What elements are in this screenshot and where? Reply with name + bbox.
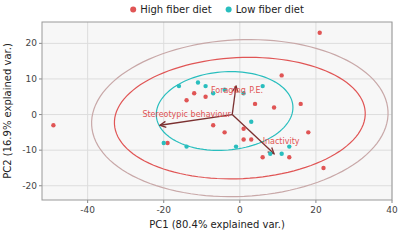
plot-area bbox=[42, 22, 392, 200]
point bbox=[318, 30, 322, 34]
point bbox=[165, 141, 169, 145]
point bbox=[321, 166, 325, 170]
point bbox=[184, 144, 188, 148]
plot-frame bbox=[42, 22, 392, 200]
point bbox=[260, 155, 264, 159]
y-grid-line bbox=[42, 43, 392, 44]
x-axis-label: PC1 (80.4% explained var.) bbox=[149, 219, 285, 230]
x-tick-label: 0 bbox=[237, 205, 243, 215]
y-tick-label: 0 bbox=[31, 110, 37, 120]
y-grid-line bbox=[42, 78, 392, 79]
x-grid-line bbox=[87, 22, 88, 200]
ellipse bbox=[114, 57, 365, 179]
x-grid-line bbox=[239, 22, 240, 200]
annotation: Inactivity bbox=[263, 137, 300, 146]
x-tick-label: -40 bbox=[80, 205, 95, 215]
point bbox=[241, 137, 245, 141]
point bbox=[234, 144, 238, 148]
ellipse bbox=[92, 40, 388, 197]
annotation: Stereotypic behaviour bbox=[142, 110, 231, 119]
point bbox=[192, 91, 196, 95]
loading-arrow bbox=[232, 115, 274, 154]
y-axis-label: PC2 (16.9% explained var.) bbox=[2, 43, 13, 179]
point bbox=[51, 123, 55, 127]
point bbox=[162, 141, 166, 145]
point bbox=[241, 127, 245, 131]
point bbox=[268, 152, 272, 156]
y-tick-label: -20 bbox=[22, 181, 37, 191]
legend-marker bbox=[226, 7, 232, 13]
point bbox=[222, 130, 226, 134]
annotation: Foraging bbox=[211, 86, 246, 95]
point bbox=[184, 98, 188, 102]
point bbox=[279, 152, 283, 156]
y-tick-label: 20 bbox=[26, 38, 38, 48]
point bbox=[203, 84, 207, 88]
x-tick-label: 40 bbox=[386, 205, 398, 215]
point bbox=[298, 102, 302, 106]
y-tick-label: -10 bbox=[22, 145, 37, 155]
point bbox=[272, 105, 276, 109]
legend-label: High fiber diet bbox=[140, 4, 212, 15]
point bbox=[306, 130, 310, 134]
x-tick-label: 20 bbox=[310, 205, 322, 215]
grid bbox=[42, 22, 392, 200]
legend-label: Low fiber diet bbox=[236, 4, 304, 15]
point bbox=[253, 102, 257, 106]
point bbox=[287, 155, 291, 159]
annotation: P.E. bbox=[249, 86, 263, 95]
point bbox=[211, 123, 215, 127]
point bbox=[249, 137, 253, 141]
plot-marks bbox=[51, 30, 388, 196]
point bbox=[196, 80, 200, 84]
point bbox=[177, 84, 181, 88]
y-grid-line bbox=[42, 185, 392, 186]
chart: -40 -20 0 20 40 -20 -10 0 10 20 Stereotypic behavi… bbox=[0, 0, 400, 234]
x-tick-label: -20 bbox=[156, 205, 171, 215]
point bbox=[279, 73, 283, 77]
y-tick-label: 10 bbox=[26, 74, 38, 84]
legend-marker bbox=[130, 7, 136, 13]
point bbox=[203, 95, 207, 99]
legend: High fiber diet Low fiber diet bbox=[130, 4, 304, 15]
point bbox=[249, 119, 253, 123]
